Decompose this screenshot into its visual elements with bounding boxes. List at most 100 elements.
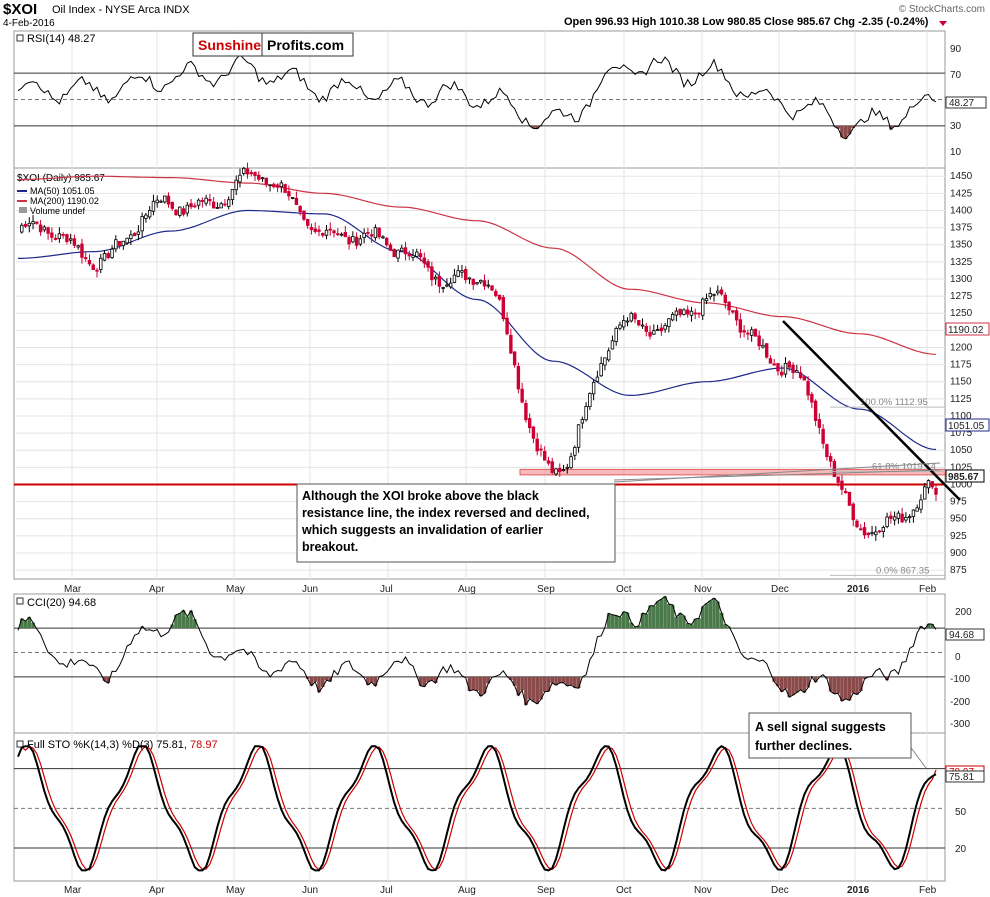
candle-body [599,363,603,377]
candle-body [761,344,765,348]
candle-body [716,290,720,294]
cci-overbought-fill [189,610,193,629]
close-tag [945,469,985,483]
cci-overbought-fill [648,605,652,629]
candle-body [35,221,39,224]
price-tick-label: 1250 [950,308,973,319]
cci-oversold-fill [471,676,476,690]
sto-k-line [17,744,937,872]
month-label: Nov [694,584,712,595]
candle-body [332,230,336,234]
candle-body [57,233,62,240]
candle-body [531,426,536,439]
annotation-line-1: Although the XOI broke above the black [302,489,539,503]
price-tags: 1190.02 1051.05 985.67 [945,322,990,483]
candle-body [418,253,423,258]
panel-collapse-icon[interactable] [16,34,24,42]
candle-body [911,509,916,518]
rsi-tick-30: 30 [950,121,962,132]
candle-body [170,201,174,209]
candle-body [659,327,664,332]
cci-oversold-fill [550,676,555,683]
candle-body [147,209,152,218]
candle-body [309,226,314,231]
cci-oversold-fill [573,676,577,688]
candle-body [294,197,299,205]
candle-body [693,312,697,315]
price-tick-label: 1025 [950,462,973,473]
month-label: Oct [616,885,632,896]
cci-oversold-fill [546,676,551,692]
candle-body [441,287,445,289]
ma200-tag [945,322,990,336]
candle-body [403,247,408,255]
candle-body [569,456,573,469]
candle-body [117,240,122,246]
candle-body [272,183,276,188]
month-label: Oct [616,584,632,595]
candle-body [595,376,600,382]
candle-body [366,231,370,234]
candle-body [369,234,374,237]
candle-body [764,343,769,358]
cci-overbought-fill [659,599,664,629]
panel-collapse-icon[interactable] [16,740,24,748]
cci-oversold-fill [366,676,370,686]
candle-body [114,239,118,250]
cci-oversold-fill [798,676,803,690]
cci-oversold-fill [565,676,570,686]
candle-body [633,313,637,320]
cci-overbought-fill [633,627,637,629]
cci-oversold-fill [787,676,792,698]
cci-overbought-fill [693,618,698,629]
cci-oversold-fill [794,676,799,693]
candle-body [637,319,641,326]
candle-body [576,424,581,448]
month-labels-bottom: Mar Apr May Jun Jul Aug Sep Oct Nov Dec 2016 Feb [64,885,937,896]
candle-body [253,172,257,176]
sto-label: Full STO %K(14,3) %D(3) 75.81, 78.97 [27,739,218,751]
cci-oversold-fill [509,676,513,680]
month-label: Aug [458,885,476,896]
candle-body [844,490,848,494]
month-label: Dec [771,584,789,595]
candle-body [411,254,415,258]
candle-body [655,329,660,331]
candle-body [712,293,716,296]
panel-collapse-icon[interactable] [16,597,24,605]
cci-overbought-fill [636,625,641,629]
candle-body [196,199,201,206]
candle-body [159,200,163,203]
cci-oversold-fill [840,676,844,702]
rsi-oversold-fill [843,125,848,139]
cci-oversold-fill [512,676,517,686]
candle-body [347,237,351,245]
candle-body [851,503,855,521]
rsi-line [17,54,937,140]
sto-annotation: A sell signal suggests further declines. [748,712,927,769]
cci-overbought-fill [625,612,630,629]
cci-oversold-fill [885,676,889,681]
candle-body [554,468,558,475]
candle-body [328,228,332,231]
candle-body [136,231,141,235]
candle-body [422,257,427,264]
candle-body [798,372,803,379]
sto-annotation-line-2: further declines. [755,739,852,753]
month-label: Sep [537,584,555,595]
cci-tick-m300: -300 [950,719,970,730]
candle-body [87,259,92,265]
candle-body [279,182,284,188]
cci-oversold-fill [557,676,562,683]
candle-body [339,233,344,236]
candle-body [746,332,750,335]
candle-body [343,232,348,238]
cci-oversold-fill [426,676,430,682]
month-label: May [226,885,245,896]
candle-body [896,512,901,519]
candle-body [317,229,321,232]
candle-body [215,207,220,209]
ma200-tag-value: 1190.02 [948,325,984,336]
price-tick-label: 1050 [950,445,973,456]
candle-body [452,274,457,283]
